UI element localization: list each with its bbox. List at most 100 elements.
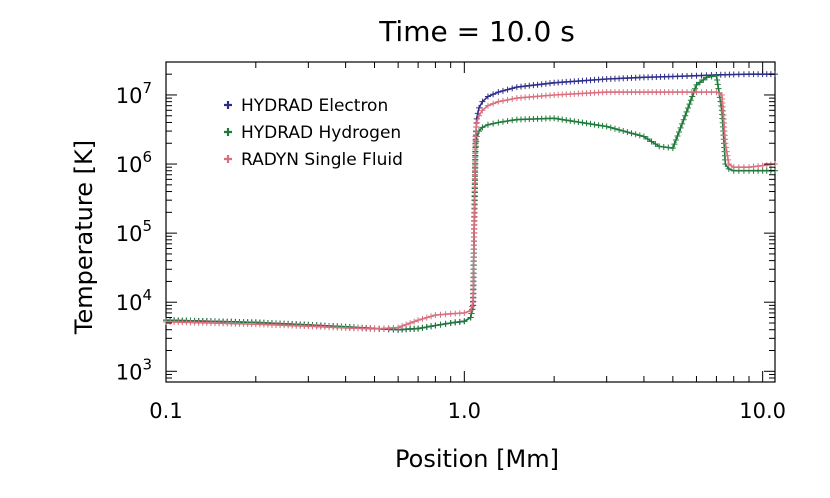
series-marker [411, 318, 418, 325]
legend-label: RADYN Single Fluid [241, 150, 403, 170]
legend-label: HYDRAD Electron [241, 96, 388, 116]
series-marker [461, 318, 468, 325]
series-marker [660, 143, 667, 150]
series-marker [468, 310, 475, 317]
series-marker [495, 98, 502, 105]
series-marker [725, 156, 732, 163]
series-marker [714, 77, 721, 84]
series-marker [595, 122, 602, 129]
series-marker [509, 96, 516, 103]
series-marker [509, 117, 516, 124]
series-marker [591, 121, 598, 128]
series-marker [669, 145, 676, 152]
series-marker [559, 116, 566, 123]
series-marker [679, 120, 686, 127]
series-marker [759, 162, 766, 169]
series-marker [399, 323, 406, 330]
x-axis-ticks: 0.1 1.0 10.0 [149, 62, 786, 423]
series-marker [693, 81, 700, 88]
series-marker [504, 118, 511, 125]
series-marker [567, 117, 574, 124]
series-marker [442, 320, 449, 327]
plot-border [165, 61, 776, 383]
series-marker [725, 161, 732, 168]
series-marker [680, 116, 687, 123]
y-tick-base: 10 [116, 153, 143, 177]
series-marker [616, 126, 623, 133]
y-tick-base: 10 [116, 360, 143, 384]
series-marker [644, 136, 651, 143]
series-marker [665, 144, 672, 151]
y-axis-title: Temperature [K] [70, 140, 98, 335]
series-marker [714, 81, 721, 88]
series-marker [428, 323, 435, 330]
series-marker [692, 85, 699, 92]
series-marker [415, 317, 422, 324]
series-marker [403, 321, 410, 328]
series-marker [636, 132, 643, 139]
series-marker [607, 124, 614, 131]
series-marker [442, 311, 449, 318]
series-marker [499, 97, 506, 104]
series-marker [740, 71, 747, 78]
legend-marker [224, 155, 232, 163]
x-tick-label: 10.0 [739, 399, 786, 423]
series-marker [437, 311, 444, 318]
series-marker [686, 101, 693, 108]
legend-marker [224, 128, 232, 136]
series-marker [708, 73, 715, 80]
series-marker [583, 120, 590, 127]
series-marker [722, 140, 729, 147]
series-marker [499, 87, 506, 94]
series-marker [575, 119, 582, 126]
legend: HYDRAD Electron HYDRAD Hydrogen RADYN Sing… [224, 96, 403, 170]
series-marker [484, 93, 491, 100]
series-marker [674, 132, 681, 139]
x-tick-label: 0.1 [149, 399, 182, 423]
y-tick-label: 106 [116, 148, 152, 177]
series-marker [476, 104, 483, 111]
x-axis-title: Position [Mm] [395, 445, 559, 473]
series-marker [452, 319, 459, 326]
series-marker [683, 108, 690, 115]
series-marker [423, 324, 430, 331]
series-marker [490, 120, 497, 127]
series-marker [504, 86, 511, 93]
series-marker [509, 85, 516, 92]
series-marker [723, 148, 730, 155]
series-marker [620, 127, 627, 134]
series-marker [479, 107, 486, 114]
series-marker [740, 164, 747, 171]
series-marker [730, 164, 737, 171]
legend-marker [224, 101, 232, 109]
series-marker [730, 71, 737, 78]
series-marker [428, 313, 435, 320]
series-marker [677, 124, 684, 131]
y-tick-label: 104 [116, 286, 152, 315]
series-marker [563, 117, 570, 124]
series-marker [599, 122, 606, 129]
series-marker [468, 303, 475, 310]
series-marker [456, 318, 463, 325]
series-marker [682, 112, 689, 119]
series-marker [628, 130, 635, 137]
series-marker [495, 119, 502, 126]
series-marker [587, 120, 594, 127]
y-tick-exponent: 3 [142, 355, 152, 373]
series-marker [419, 315, 426, 322]
series-marker [746, 164, 753, 171]
series-layer [163, 71, 778, 333]
series-marker [551, 115, 558, 122]
series-marker [419, 324, 426, 331]
y-tick-label: 105 [116, 217, 152, 246]
series-marker [755, 163, 762, 170]
series-marker [484, 102, 491, 109]
y-tick-exponent: 6 [142, 148, 152, 166]
x-tick-label: 1.0 [448, 399, 481, 423]
series-marker [490, 91, 497, 98]
y-tick-base: 10 [116, 84, 143, 108]
series-marker [499, 118, 506, 125]
y-tick-exponent: 4 [142, 286, 152, 304]
series-marker [476, 128, 483, 135]
